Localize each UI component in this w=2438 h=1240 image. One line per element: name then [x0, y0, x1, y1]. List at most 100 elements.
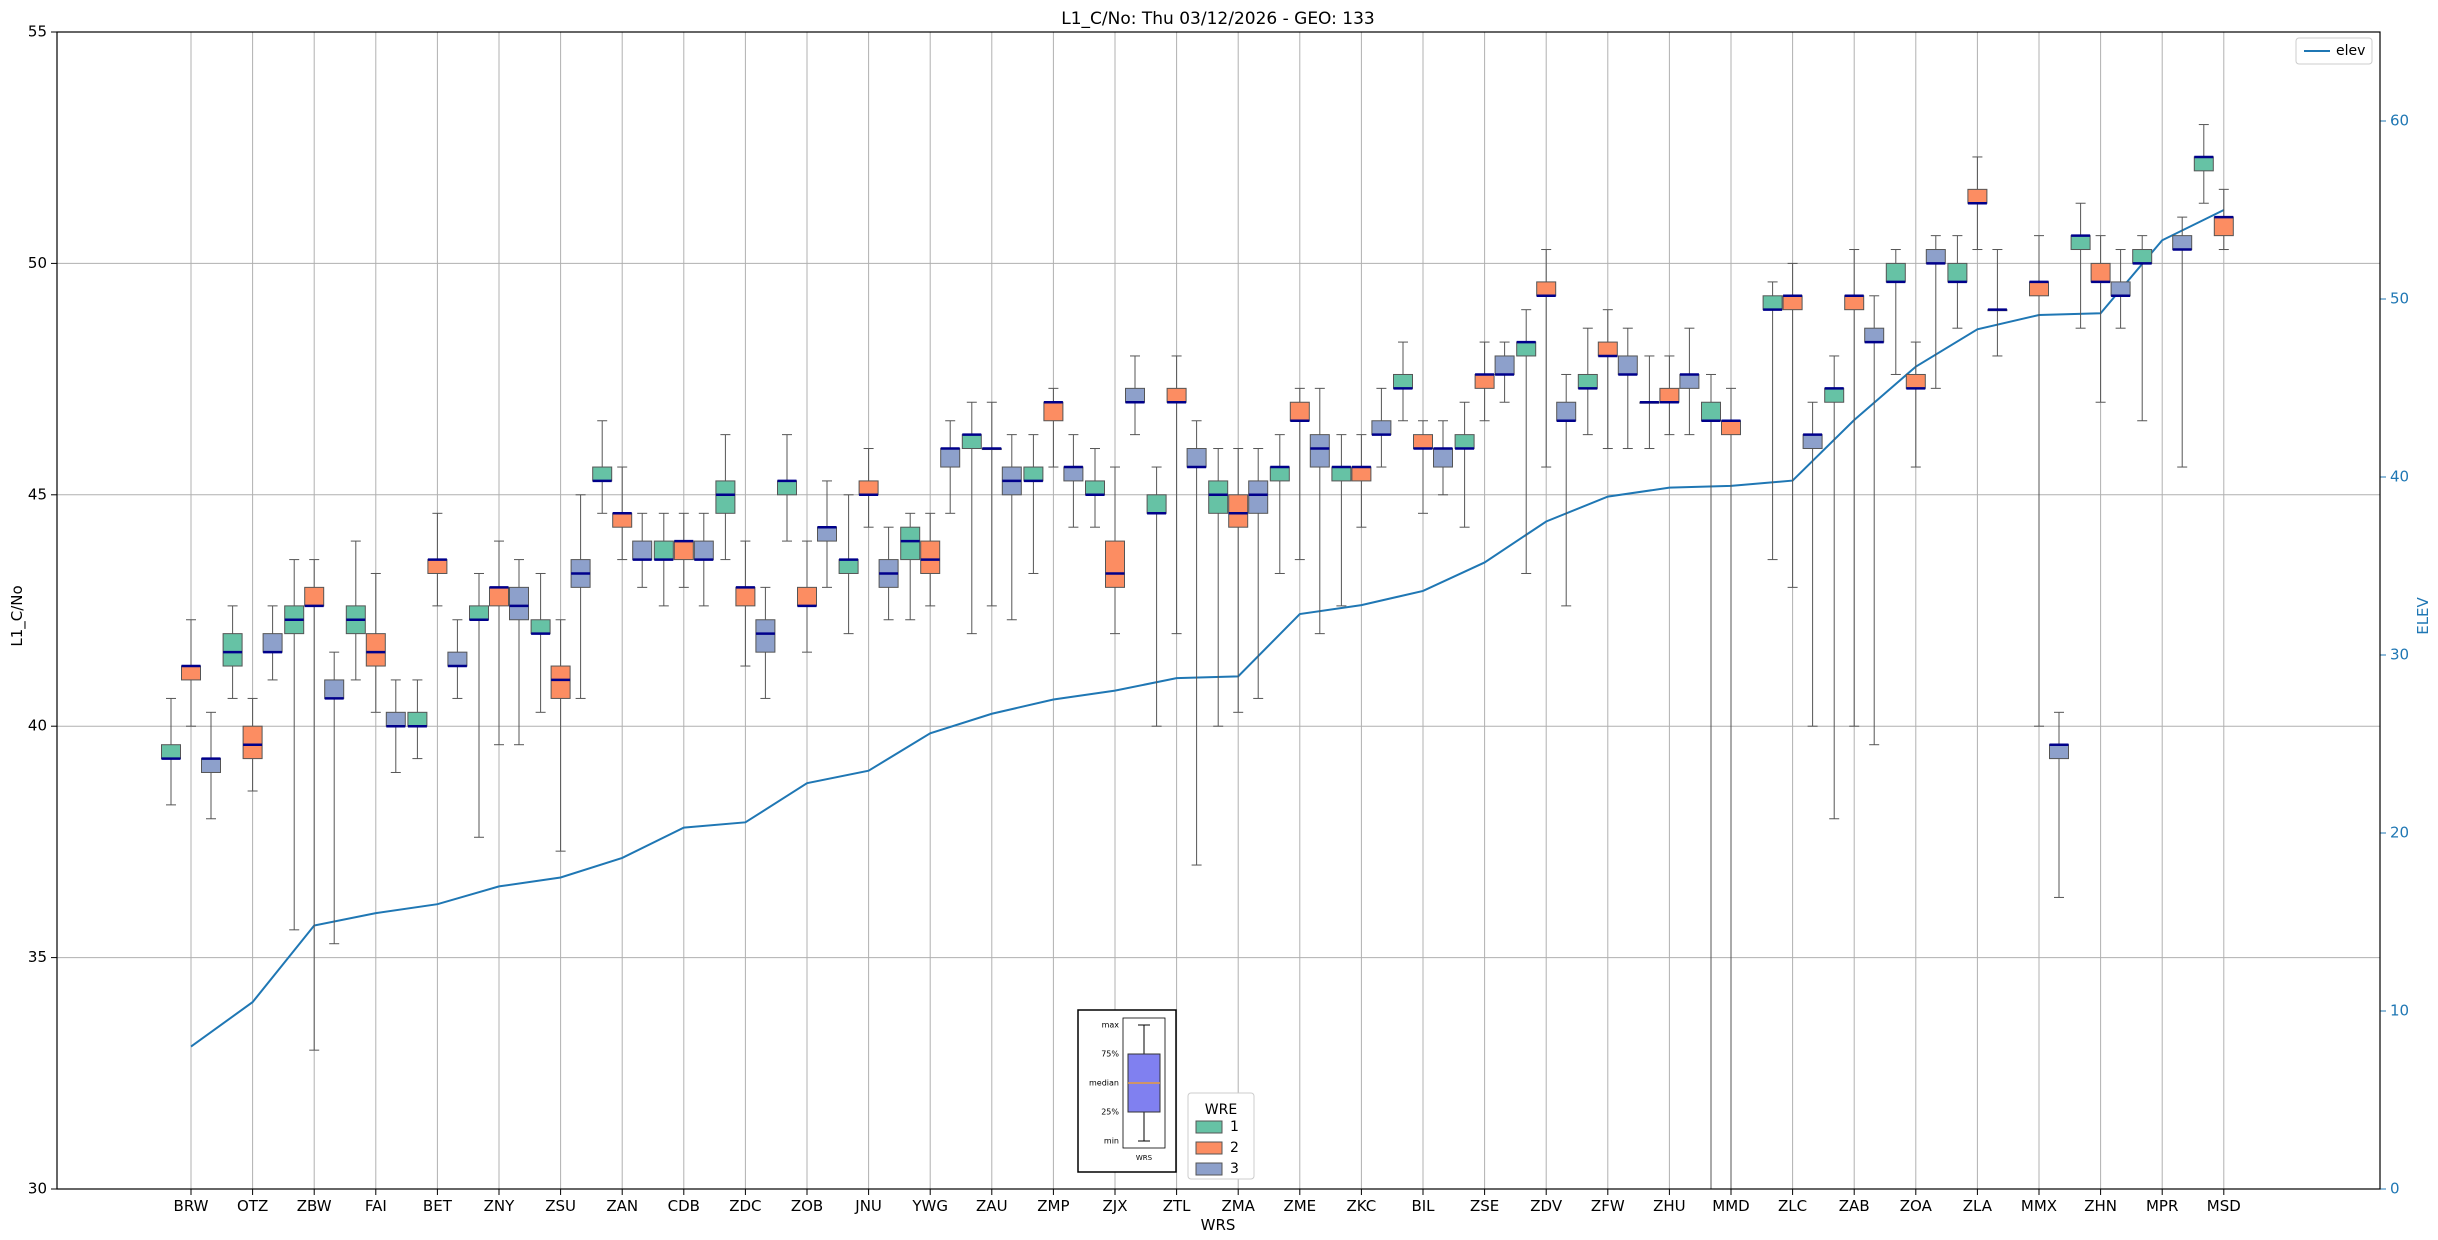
box-wre-2-zsu	[550, 619, 571, 852]
box-wre-2-ztl	[1166, 355, 1187, 635]
x-tick-label: ZOA	[1900, 1197, 1933, 1215]
box-body	[693, 540, 714, 561]
y-tick-label: 50	[28, 254, 47, 272]
box-body	[1824, 387, 1845, 403]
box-body	[592, 466, 613, 482]
box-wre-3-zob	[817, 480, 837, 588]
chart-title: L1_C/No: Thu 03/12/2026 - GEO: 133	[1061, 9, 1374, 29]
box-body	[715, 480, 736, 514]
box-body	[1947, 262, 1968, 283]
box-body	[1146, 494, 1167, 514]
box-body	[920, 540, 941, 574]
box-wre-2-zny	[489, 540, 509, 746]
box-body	[858, 480, 879, 496]
box-body	[427, 559, 448, 574]
x-tick-label: ZSU	[545, 1197, 576, 1215]
y2-tick-label: 40	[2390, 468, 2409, 486]
box-body	[1494, 355, 1515, 375]
box-wre-2-ywg	[920, 512, 941, 607]
box-wre-1-zhn	[2070, 202, 2091, 329]
box-wre-2-zjx	[1105, 466, 1125, 635]
box-wre-1-brw	[161, 697, 181, 806]
box-wre-1-zma	[1208, 448, 1229, 727]
box-body	[755, 619, 776, 653]
box-body	[1433, 448, 1453, 468]
box-wre-3-ztl	[1186, 420, 1207, 866]
box-wre-2-bil	[1413, 420, 1433, 514]
box-body	[1413, 434, 1433, 450]
box-body	[838, 559, 859, 574]
y-tick-label: 55	[28, 23, 47, 41]
box-wre-1-bil	[1393, 341, 1413, 422]
box-body	[1782, 295, 1803, 311]
box-wre-3-zhu	[1679, 327, 1700, 436]
box-wre-3-zau	[1001, 434, 1022, 621]
box-wre-2-zdc	[735, 540, 756, 667]
box-wre-2-fai	[365, 572, 386, 713]
x-tick-label: ZME	[1283, 1197, 1316, 1215]
y2-tick-label: 50	[2390, 290, 2409, 308]
box-body	[1679, 373, 1700, 389]
box-body	[1721, 420, 1741, 436]
inset-label: 75%	[1101, 1050, 1119, 1059]
box-body	[1186, 448, 1207, 468]
box-body	[1454, 434, 1475, 450]
box-body	[1659, 387, 1680, 403]
box-body	[2090, 262, 2111, 283]
legend-wre-entry-2: 2	[1230, 1140, 1239, 1156]
box-body	[2213, 216, 2234, 237]
box-body	[1208, 480, 1229, 514]
box-wre-2-zbw	[304, 559, 325, 1051]
box-wre-2-zhn	[2090, 235, 2111, 403]
box-wre-3-zla	[1987, 249, 2008, 357]
box-body	[735, 586, 756, 607]
legend-elev-frame	[2295, 37, 2373, 65]
x-tick-label: MSD	[2207, 1197, 2241, 1215]
box-body	[1925, 249, 1946, 264]
box-wre-3-bet	[447, 619, 468, 699]
box-wre-3-otz	[262, 605, 283, 681]
box-wre-3-fai	[385, 679, 406, 773]
box-body	[1063, 466, 1084, 482]
box-body	[1393, 373, 1413, 389]
box-body	[1371, 420, 1392, 436]
box-wre-2-mmx	[2029, 235, 2049, 727]
box-body	[242, 725, 263, 760]
box-body	[365, 633, 386, 667]
box-body	[181, 665, 201, 681]
x-tick-label: ZSE	[1470, 1197, 1499, 1215]
box-body	[1125, 387, 1145, 403]
x-tick-label: CDB	[668, 1197, 700, 1215]
box-wre-3-zfw	[1617, 327, 1638, 450]
box-wre-3-mpr	[2172, 216, 2193, 468]
box-body	[632, 540, 653, 561]
inset-boxplot-key: max 75% median 25% min WRS	[1077, 1009, 1177, 1173]
box-wre-3-zhn	[2110, 249, 2131, 329]
box-wre-1-zbw	[284, 559, 305, 931]
box-wre-1-zjx	[1085, 448, 1105, 528]
x-tick-label: ZKC	[1347, 1197, 1377, 1215]
box-wre-1-zse	[1454, 401, 1475, 528]
box-body	[2172, 235, 2193, 251]
x-tick-label: YWG	[911, 1197, 948, 1215]
box-wre-2-zse	[1474, 341, 1495, 422]
legend-wre-swatch-3	[1195, 1162, 1223, 1176]
box-wre-1-zhu	[1639, 355, 1660, 450]
x-tick-label: ZDV	[1530, 1197, 1563, 1215]
box-wre-1-zob	[777, 434, 797, 542]
x-tick-label: BET	[423, 1197, 453, 1215]
box-wre-2-cdb	[673, 512, 694, 588]
legend-wre-swatch-1	[1195, 1120, 1223, 1134]
box-body	[1516, 341, 1537, 357]
box-body	[817, 526, 837, 542]
box-body	[447, 651, 468, 667]
box-body	[2070, 235, 2091, 251]
box-wre-3-zbw	[324, 651, 345, 945]
box-body	[1105, 540, 1125, 588]
box-body	[1967, 188, 1988, 204]
y-tick-label: 40	[28, 717, 47, 735]
box-wre-3-brw	[201, 711, 221, 820]
box-wre-3-zma	[1248, 448, 1269, 699]
